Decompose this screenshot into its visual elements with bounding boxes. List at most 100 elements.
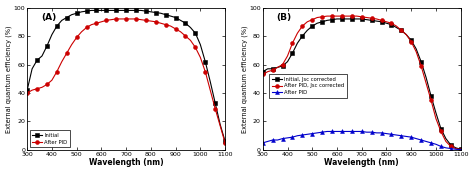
Line: After PID: After PID: [261, 130, 463, 152]
After PID: [93, 22, 99, 24]
After PID: [379, 132, 384, 134]
Initial, Jsc corrected: [300, 35, 305, 37]
After PID, Jsc corrected: [354, 15, 360, 17]
After PID, Jsc corrected: [443, 140, 449, 142]
Initial: [118, 9, 124, 11]
After PID, Jsc corrected: [290, 42, 295, 44]
After PID, Jsc corrected: [329, 15, 335, 17]
After PID, Jsc corrected: [379, 19, 384, 21]
After PID: [294, 135, 300, 137]
After PID: [393, 134, 399, 136]
After PID: [34, 88, 40, 90]
After PID: [369, 131, 374, 133]
Line: After PID, Jsc corrected: After PID, Jsc corrected: [261, 14, 463, 152]
Initial: [64, 16, 70, 19]
Initial: [202, 61, 208, 63]
After PID: [54, 71, 60, 73]
Initial: [99, 9, 104, 11]
Initial: [54, 25, 60, 27]
Initial: [182, 22, 188, 24]
After PID, Jsc corrected: [364, 16, 370, 19]
Initial: [93, 9, 99, 11]
After PID: [433, 143, 439, 145]
After PID, Jsc corrected: [389, 22, 394, 24]
After PID: [319, 131, 325, 133]
Initial, Jsc corrected: [354, 18, 360, 20]
After PID: [374, 132, 379, 134]
After PID, Jsc corrected: [339, 15, 345, 17]
Initial, Jsc corrected: [265, 68, 271, 70]
After PID: [453, 148, 458, 150]
Initial, Jsc corrected: [453, 147, 458, 149]
Y-axis label: External quantum efficiency (%): External quantum efficiency (%): [6, 25, 12, 133]
After PID, Jsc corrected: [265, 71, 271, 73]
After PID: [443, 147, 449, 149]
After PID, Jsc corrected: [349, 15, 355, 17]
After PID, Jsc corrected: [359, 16, 365, 18]
Initial, Jsc corrected: [270, 68, 275, 70]
After PID: [163, 24, 169, 26]
Text: (A): (A): [41, 13, 56, 22]
Initial, Jsc corrected: [379, 21, 384, 23]
After PID: [168, 25, 173, 27]
After PID, Jsc corrected: [409, 41, 414, 43]
Initial, Jsc corrected: [319, 21, 325, 23]
After PID: [364, 131, 370, 133]
Initial: [89, 9, 94, 11]
Initial: [133, 9, 139, 11]
Initial, Jsc corrected: [344, 18, 350, 20]
Initial: [143, 10, 149, 12]
After PID: [260, 142, 265, 144]
Initial, Jsc corrected: [389, 24, 394, 26]
Legend: Initial, After PID: Initial, After PID: [30, 130, 70, 147]
Initial: [74, 12, 80, 14]
Initial: [198, 44, 203, 46]
Y-axis label: External quantum efficiency (%): External quantum efficiency (%): [241, 25, 248, 133]
X-axis label: Wavelength (nm): Wavelength (nm): [324, 158, 399, 167]
After PID: [300, 134, 305, 136]
After PID: [399, 135, 404, 137]
After PID: [428, 142, 434, 144]
After PID: [84, 26, 90, 29]
Initial: [24, 89, 30, 91]
After PID: [344, 130, 350, 133]
After PID: [153, 21, 159, 23]
Initial: [39, 55, 45, 57]
Initial, Jsc corrected: [458, 148, 464, 150]
After PID, Jsc corrected: [319, 16, 325, 18]
After PID: [198, 56, 203, 58]
Initial, Jsc corrected: [275, 66, 281, 68]
After PID: [265, 140, 271, 142]
Initial, Jsc corrected: [433, 112, 439, 114]
After PID, Jsc corrected: [399, 29, 404, 31]
Initial: [79, 11, 84, 13]
After PID, Jsc corrected: [344, 15, 350, 17]
After PID: [310, 133, 315, 135]
Initial, Jsc corrected: [349, 18, 355, 20]
After PID: [217, 125, 223, 127]
Initial, Jsc corrected: [418, 61, 424, 63]
Initial, Jsc corrected: [364, 19, 370, 21]
After PID, Jsc corrected: [310, 19, 315, 21]
After PID, Jsc corrected: [374, 18, 379, 20]
Initial: [212, 102, 218, 104]
Initial: [113, 9, 119, 11]
Initial: [59, 19, 64, 21]
After PID, Jsc corrected: [270, 69, 275, 71]
After PID: [270, 139, 275, 141]
Initial: [192, 32, 198, 34]
After PID: [123, 18, 129, 20]
Initial, Jsc corrected: [438, 128, 444, 130]
After PID: [74, 37, 80, 39]
After PID: [79, 31, 84, 33]
After PID: [64, 52, 70, 54]
After PID, Jsc corrected: [418, 65, 424, 67]
After PID: [188, 39, 193, 41]
After PID: [334, 130, 340, 133]
After PID, Jsc corrected: [448, 145, 454, 147]
After PID: [339, 130, 345, 133]
After PID: [212, 108, 218, 110]
Initial: [148, 11, 154, 13]
After PID: [148, 20, 154, 22]
Initial: [29, 68, 35, 70]
